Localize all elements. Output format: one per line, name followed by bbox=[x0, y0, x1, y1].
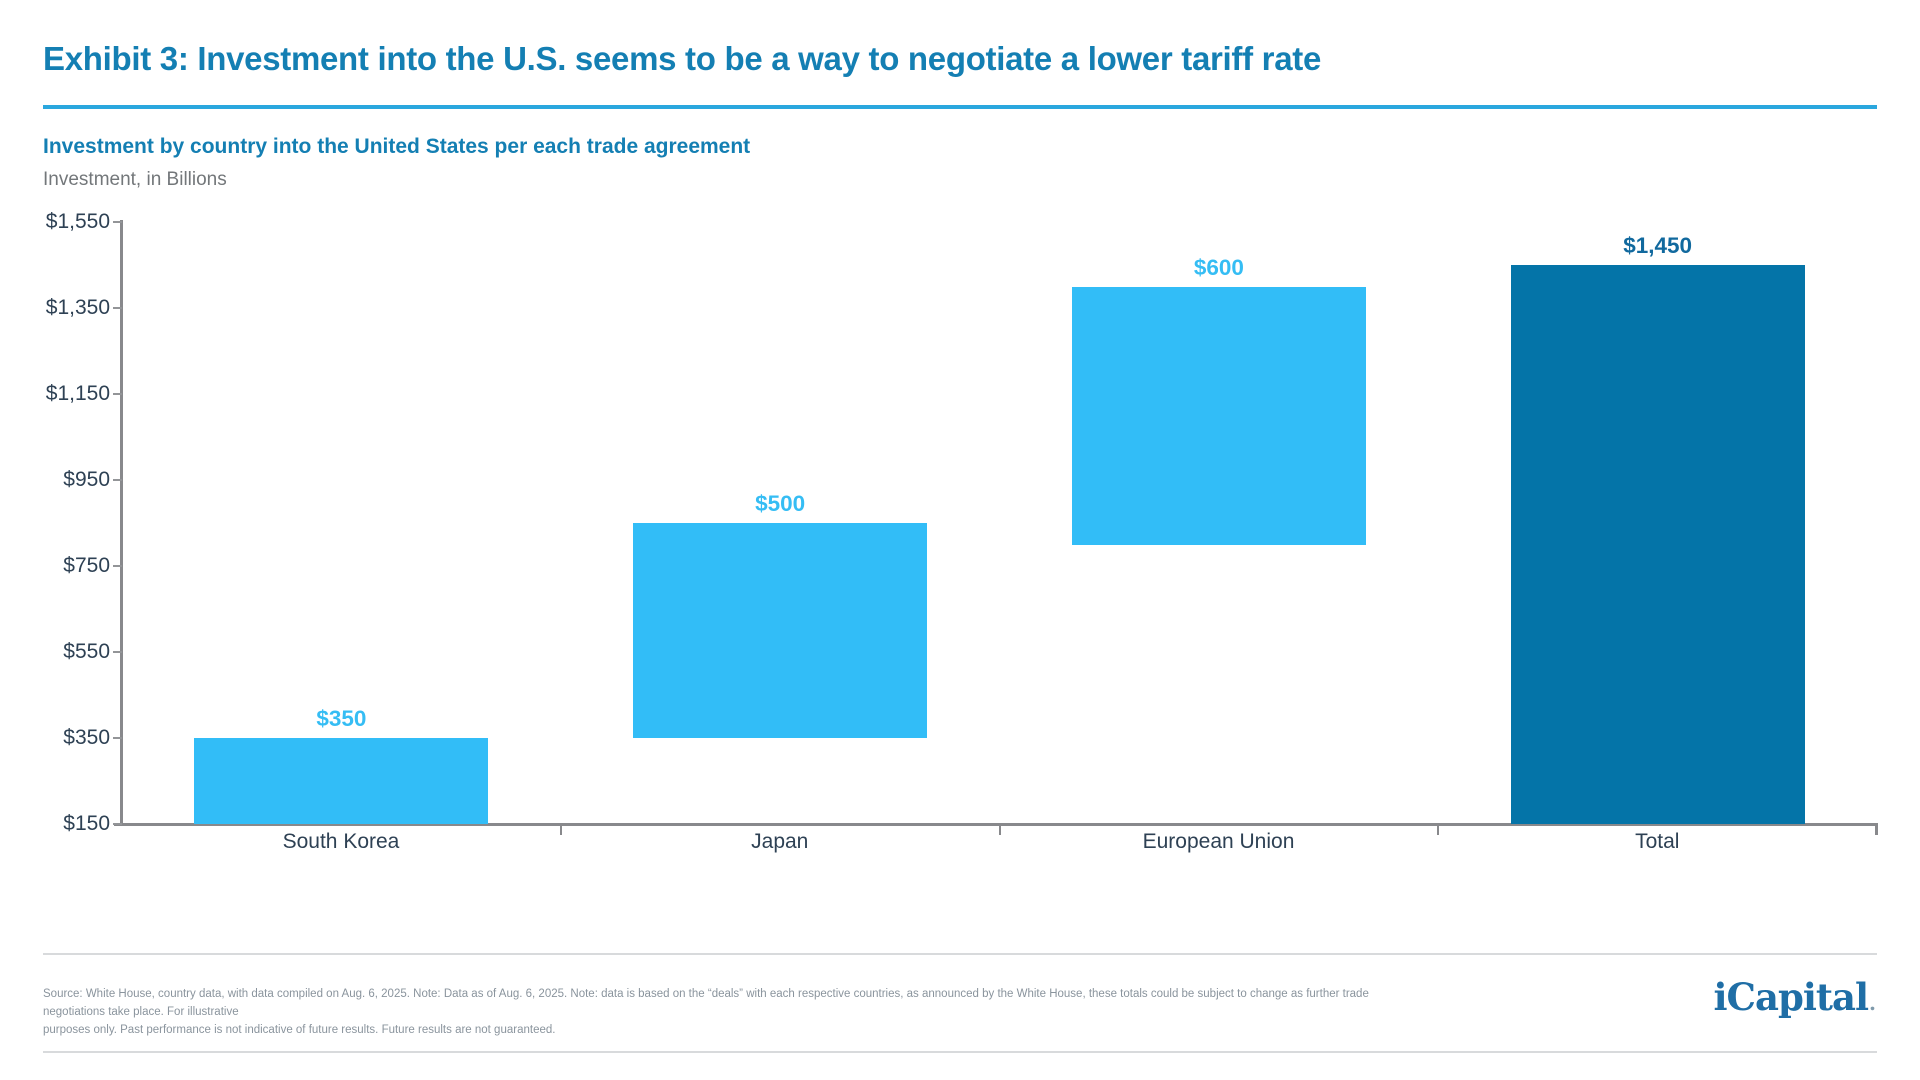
y-axis-tick-mark bbox=[113, 737, 122, 739]
y-axis-units-label: Investment, in Billions bbox=[43, 169, 227, 190]
source-note-line: purposes only. Past performance is not i… bbox=[43, 1024, 556, 1036]
y-axis-tick-mark bbox=[113, 479, 122, 481]
bar-total bbox=[1510, 265, 1805, 824]
x-axis-category-label: European Union bbox=[1142, 830, 1295, 853]
title-divider-rule bbox=[43, 105, 1877, 109]
bar-value-label: $500 bbox=[755, 491, 806, 516]
y-axis-tick-mark bbox=[113, 393, 122, 395]
source-note: Source: White House, country data, with … bbox=[43, 985, 1433, 1039]
x-axis-category-label: Japan bbox=[751, 830, 809, 853]
icapital-logo: iCapital. bbox=[1714, 975, 1876, 1019]
y-axis-tick-mark bbox=[113, 823, 122, 825]
y-axis-tick-label: $750 bbox=[63, 554, 110, 577]
footer-divider-bottom bbox=[43, 1051, 1877, 1053]
bar-value-label: $600 bbox=[1193, 254, 1244, 280]
y-axis-tick-label: $550 bbox=[63, 640, 110, 663]
bar-value-label: $1,450 bbox=[1623, 233, 1693, 258]
y-axis-tick-label: $1,150 bbox=[45, 382, 110, 405]
x-axis-category-label: South Korea bbox=[282, 830, 400, 853]
source-note-line: Source: White House, country data, with … bbox=[43, 988, 1369, 1018]
y-axis-tick-label: $1,350 bbox=[45, 296, 110, 319]
y-axis-tick-mark bbox=[113, 221, 122, 223]
icapital-logo-period: . bbox=[1869, 991, 1876, 1015]
bar-south-korea bbox=[194, 738, 489, 824]
y-axis-tick-label: $350 bbox=[63, 726, 110, 749]
icapital-logo-text: iCapital bbox=[1713, 975, 1870, 1019]
y-axis-tick-label: $1,550 bbox=[45, 210, 110, 233]
y-axis-tick-mark bbox=[113, 565, 122, 567]
x-axis-line bbox=[114, 823, 1878, 826]
y-axis-tick-mark bbox=[113, 651, 122, 653]
y-axis-tick-label: $950 bbox=[63, 468, 110, 491]
x-axis-tick-mark bbox=[998, 826, 1001, 835]
bar-european-union bbox=[1071, 286, 1366, 545]
bar-value-label: $350 bbox=[316, 706, 367, 731]
waterfall-chart: $150 $350 $550 $750 $950 $1,150 $1,350 $1,550 $3… bbox=[45, 210, 1878, 853]
exhibit-title: Exhibit 3: Investment into the U.S. seem… bbox=[43, 40, 1321, 77]
chart-subtitle: Investment by country into the United St… bbox=[43, 135, 751, 158]
bar-japan bbox=[633, 523, 928, 738]
x-axis-end-tick bbox=[1875, 823, 1878, 835]
y-axis-tick-label: $150 bbox=[63, 812, 110, 835]
x-axis-tick-mark bbox=[559, 826, 562, 835]
x-axis-category-label: Total bbox=[1635, 830, 1680, 853]
footer-divider-top bbox=[43, 953, 1877, 955]
x-axis-tick-mark bbox=[1437, 826, 1440, 835]
y-axis-tick-mark bbox=[113, 307, 122, 309]
y-axis-line bbox=[120, 220, 123, 826]
